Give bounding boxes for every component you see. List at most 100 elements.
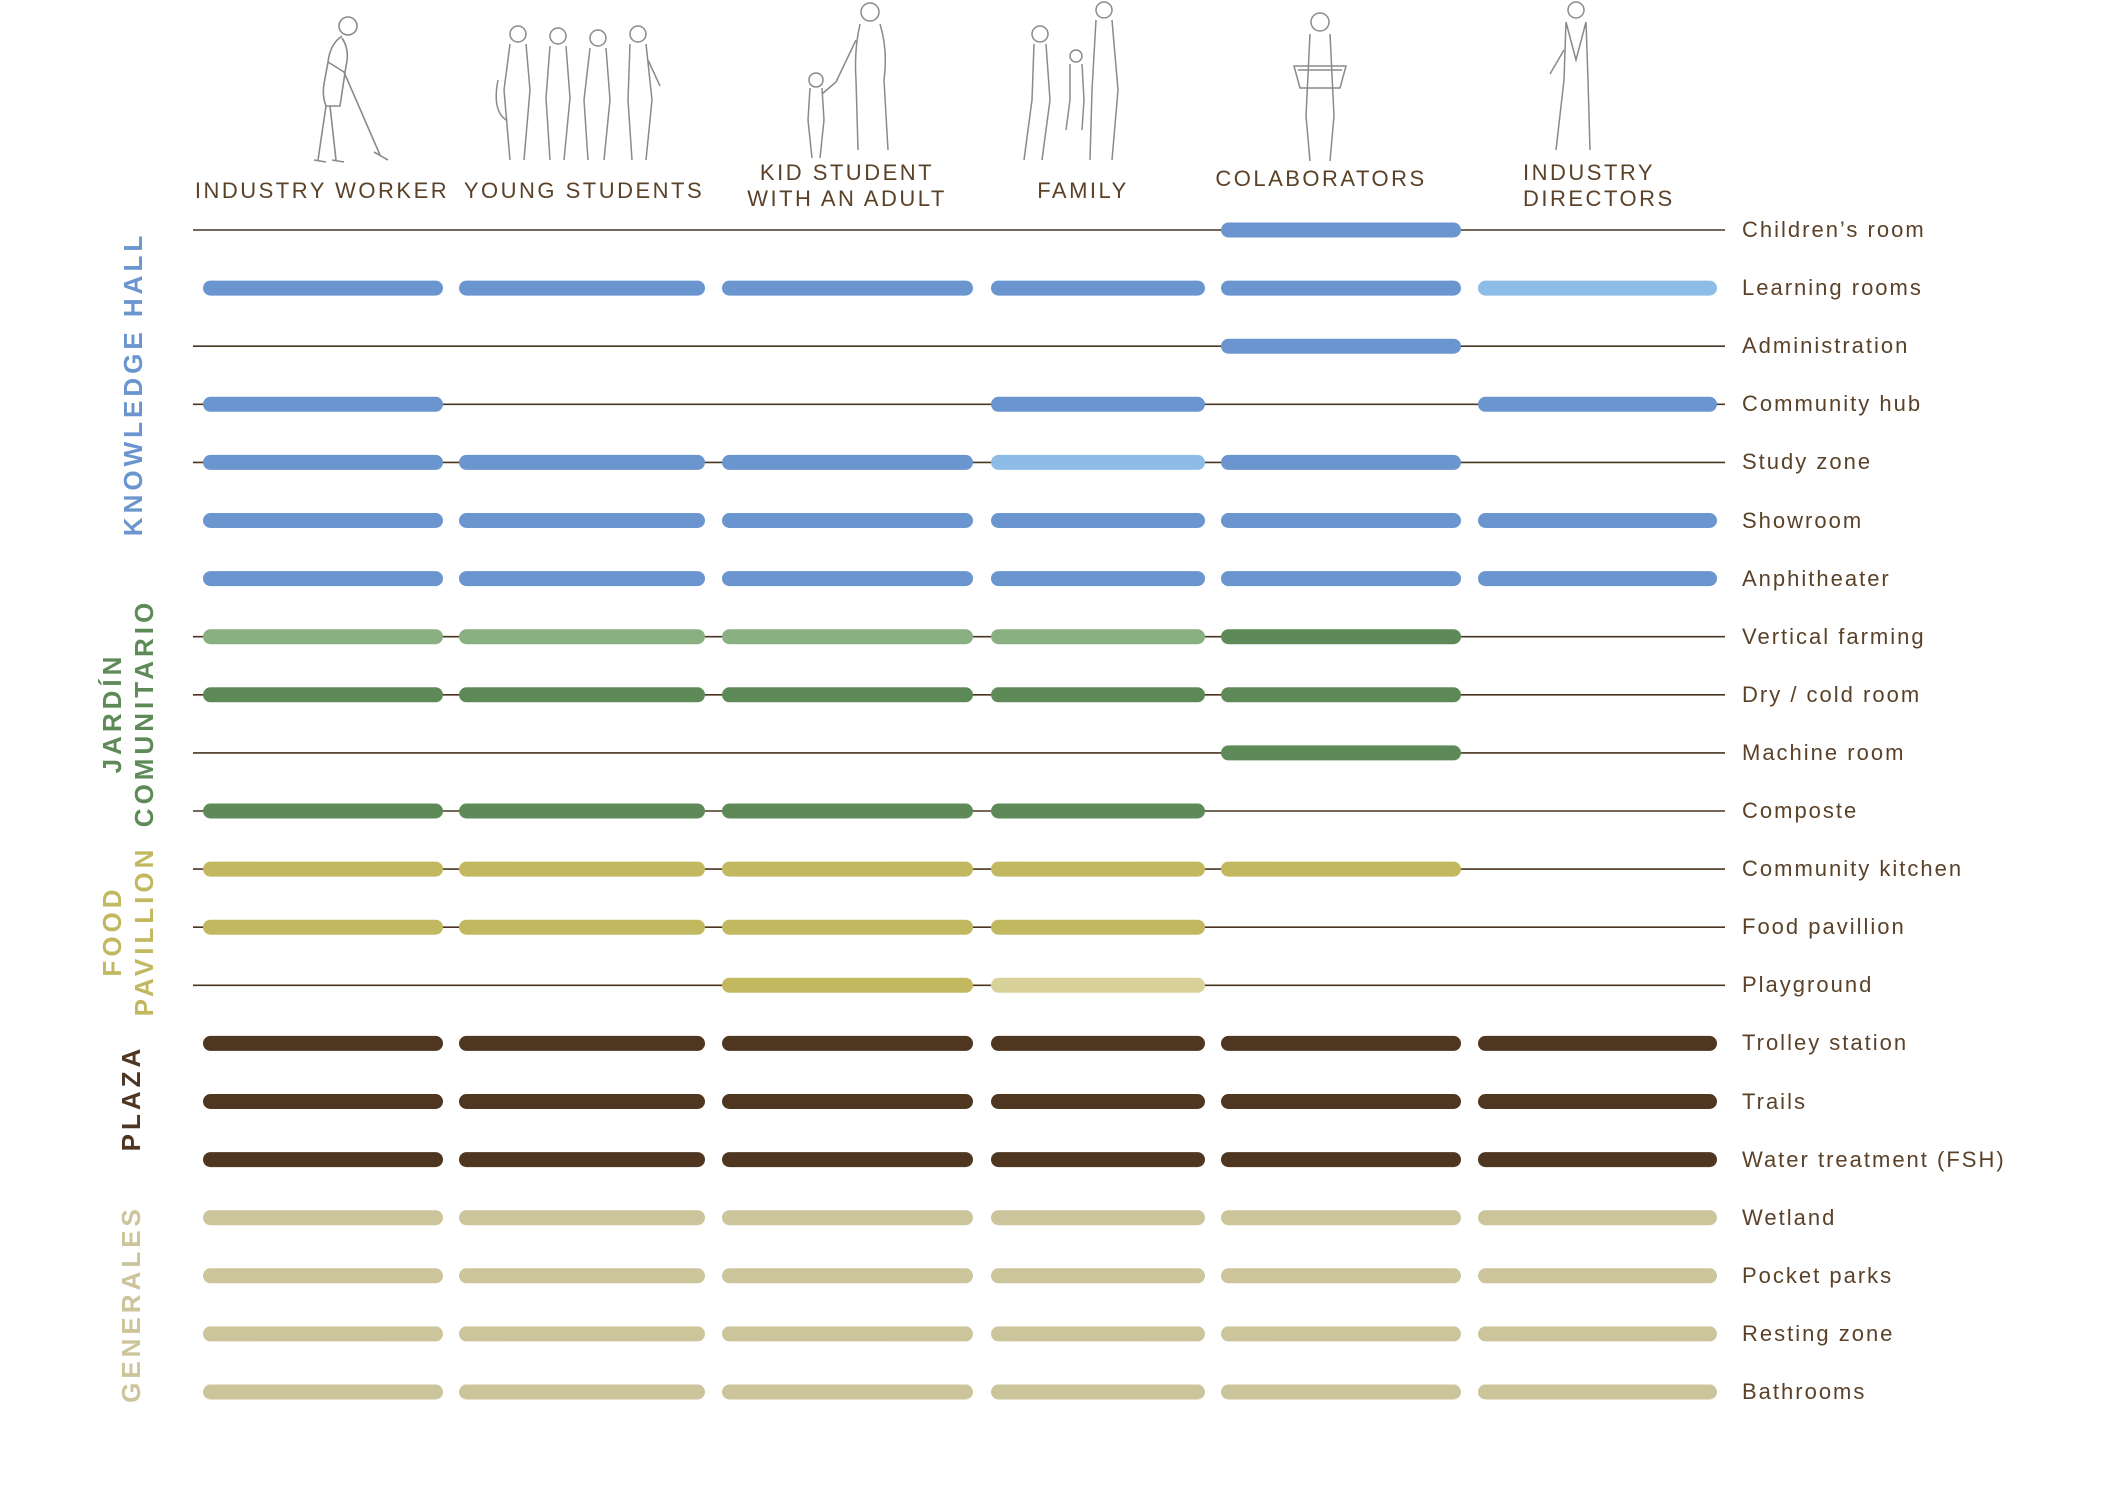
usage-bar <box>991 396 1205 412</box>
group-label-food-pavillion: FOOD PAVILLION <box>97 845 159 1017</box>
usage-bar <box>991 1326 1205 1342</box>
collaborator-with-basket-icon <box>1280 6 1360 166</box>
usage-bar <box>459 1210 705 1226</box>
usage-bar <box>1478 571 1717 587</box>
usage-bar <box>459 687 705 703</box>
usage-bar <box>722 454 973 470</box>
usage-bar <box>203 1094 443 1109</box>
usage-bar <box>1221 222 1461 238</box>
space-label: Learning rooms <box>1742 275 1923 301</box>
usage-bar <box>1478 1094 1717 1109</box>
usage-bar <box>722 1210 973 1226</box>
usage-bar <box>203 1035 443 1051</box>
usage-bar <box>203 687 443 703</box>
usage-bar <box>722 919 973 935</box>
usage-bar <box>203 454 443 470</box>
usage-bar <box>1221 861 1461 877</box>
usage-bar <box>1221 629 1461 645</box>
space-label: Children’s room <box>1742 217 1926 242</box>
usage-bar <box>1221 687 1461 703</box>
usage-bar <box>203 861 443 877</box>
space-label: Showroom <box>1742 507 1864 533</box>
usage-bar <box>991 1384 1205 1400</box>
user-label-young-students: YOUNG STUDENTS <box>463 178 705 203</box>
space-label: Machine room <box>1742 739 1906 765</box>
usage-bar <box>1478 1152 1717 1168</box>
student-group-icon <box>488 20 668 165</box>
space-label: Study zone <box>1742 449 1873 475</box>
space-label: Vertical farming <box>1742 623 1926 649</box>
director-icon <box>1540 0 1610 160</box>
usage-bar <box>991 629 1205 645</box>
usage-bar <box>722 1268 973 1284</box>
usage-bar <box>722 280 973 296</box>
usage-bar <box>203 919 443 935</box>
user-label-kid-student-adult: KID STUDENT WITH AN ADULT <box>747 160 947 211</box>
group-label-jardin-comunitario: JARDÍN COMUNITARIO <box>97 598 159 828</box>
usage-bar <box>722 977 973 993</box>
user-label-industry-worker: INDUSTRY WORKER <box>194 178 450 203</box>
usage-bar <box>991 803 1205 819</box>
usage-bar <box>1221 1094 1461 1109</box>
usage-bar <box>1478 1384 1717 1400</box>
usage-bar <box>203 1268 443 1284</box>
usage-bar <box>459 1268 705 1284</box>
usage-bar <box>459 803 705 819</box>
usage-bar <box>722 513 973 528</box>
usage-bar <box>203 280 443 296</box>
space-label: Community hub <box>1742 391 1923 417</box>
group-label-plaza: PLAZA <box>116 1044 146 1152</box>
usage-bar <box>991 687 1205 703</box>
usage-bar <box>459 919 705 935</box>
space-label: Bathrooms <box>1742 1379 1867 1404</box>
space-label: Resting zone <box>1742 1320 1895 1346</box>
usage-bar <box>1221 745 1461 761</box>
adult-with-child-icon <box>790 0 910 160</box>
usage-bar <box>722 861 973 877</box>
usage-bar <box>459 513 705 528</box>
usage-bar <box>1478 1210 1717 1226</box>
usage-bar <box>722 629 973 645</box>
usage-bar <box>1221 338 1461 354</box>
usage-bar <box>203 1152 443 1168</box>
space-label: Dry / cold room <box>1742 681 1922 707</box>
usage-bar <box>459 1152 705 1168</box>
space-label: Wetland <box>1742 1204 1837 1230</box>
space-label: Pocket parks <box>1742 1262 1894 1288</box>
usage-bar <box>459 1035 705 1051</box>
space-label: Playground <box>1742 972 1874 998</box>
usage-bar <box>1478 1268 1717 1284</box>
usage-bar <box>991 280 1205 296</box>
usage-bar <box>1478 280 1717 296</box>
usage-bar <box>203 629 443 645</box>
worker-with-broom-icon <box>270 10 400 165</box>
usage-bar <box>203 513 443 528</box>
usage-bar <box>1221 1035 1461 1051</box>
usage-bar <box>991 977 1205 993</box>
usage-bar <box>722 1152 973 1168</box>
usage-bar <box>991 1094 1205 1109</box>
usage-bar <box>991 454 1205 470</box>
usage-bar <box>203 1384 443 1400</box>
space-label: Water treatment (FSH) <box>1742 1146 2006 1172</box>
usage-bar <box>1221 454 1461 470</box>
usage-bar <box>722 803 973 819</box>
space-label: Trails <box>1742 1088 1807 1114</box>
usage-bar <box>1221 280 1461 296</box>
usage-bar <box>991 571 1205 587</box>
usage-bar <box>991 1152 1205 1168</box>
usage-bar <box>722 571 973 587</box>
usage-bar <box>722 1035 973 1051</box>
usage-bar <box>203 1210 443 1226</box>
usage-bar <box>459 1094 705 1109</box>
usage-bar <box>722 687 973 703</box>
family-icon <box>1020 0 1130 165</box>
usage-bar <box>1478 513 1717 528</box>
usage-bar <box>991 919 1205 935</box>
usage-bar <box>722 1384 973 1400</box>
usage-bar <box>1221 571 1461 587</box>
usage-bar <box>991 1268 1205 1284</box>
usage-bar <box>459 1326 705 1342</box>
usage-bar <box>1221 1152 1461 1168</box>
